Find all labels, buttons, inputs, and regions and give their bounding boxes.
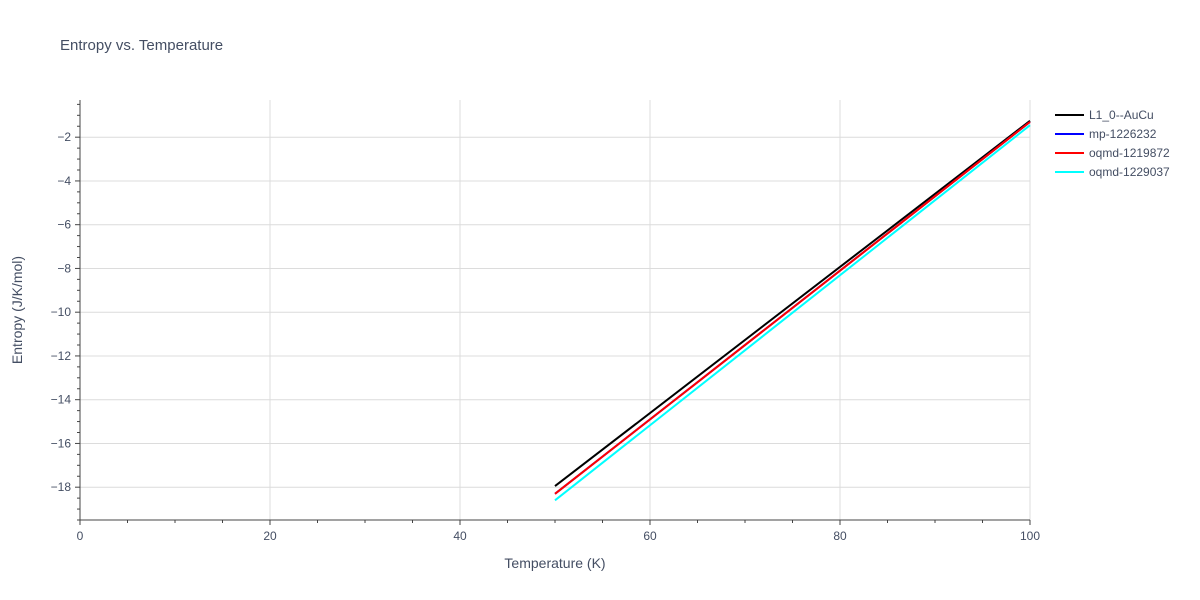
grid-layer [80, 100, 1031, 520]
y-tick-label: −2 [57, 130, 71, 144]
y-tick-label: −16 [51, 436, 72, 450]
y-tick-label: −10 [51, 305, 72, 319]
series-line [554, 121, 1031, 495]
legend-item[interactable]: L1_0--AuCu [1055, 108, 1154, 122]
series-line [554, 120, 1031, 487]
legend-label: oqmd-1219872 [1089, 146, 1170, 160]
x-tick-label: 60 [643, 529, 657, 543]
series-line [554, 124, 1031, 502]
x-tick-label: 100 [1020, 529, 1040, 543]
y-tick-label: −8 [57, 261, 71, 275]
y-tick-label: −18 [51, 480, 72, 494]
x-tick-label: 40 [453, 529, 467, 543]
y-tick-label: −6 [57, 218, 71, 232]
chart-title: Entropy vs. Temperature [60, 37, 223, 54]
x-tick-label: 0 [77, 529, 84, 543]
legend-item[interactable]: mp-1226232 [1055, 127, 1157, 141]
y-tick-label: −14 [51, 393, 72, 407]
legend-item[interactable]: oqmd-1219872 [1055, 146, 1170, 160]
axis-layer: 0 20 40 60 80 100 −18 −16 −14 −12 −10 −8 −6 −4 −2 [51, 100, 1040, 543]
x-tick-label: 80 [833, 529, 847, 543]
legend-label: L1_0--AuCu [1089, 108, 1154, 122]
legend-label: mp-1226232 [1089, 127, 1157, 141]
x-axis-label: Temperature (K) [504, 555, 605, 571]
series-layer [554, 120, 1031, 502]
legend[interactable]: L1_0--AuCu mp-1226232 oqmd-1219872 oqmd-122… [1055, 108, 1170, 179]
y-axis-label: Entropy (J/K/mol) [9, 256, 25, 364]
legend-label: oqmd-1229037 [1089, 165, 1170, 179]
x-tick-label: 20 [263, 529, 277, 543]
y-tick-label: −4 [57, 174, 71, 188]
y-tick-label: −12 [51, 349, 72, 363]
legend-item[interactable]: oqmd-1229037 [1055, 165, 1170, 179]
